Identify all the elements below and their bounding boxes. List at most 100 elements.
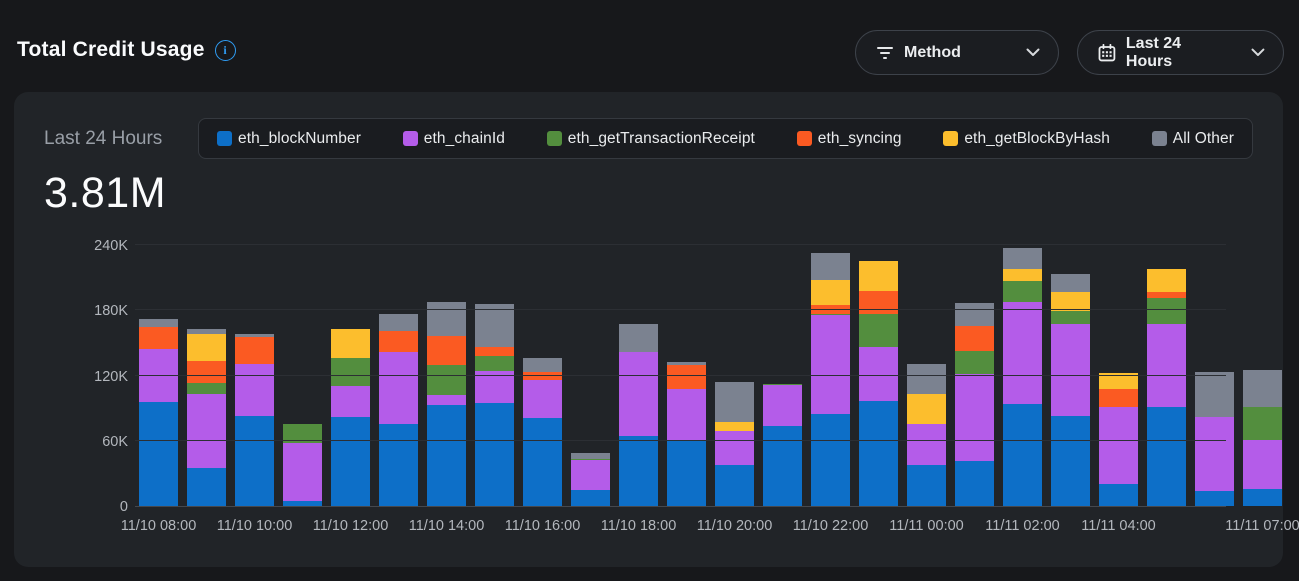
y-axis-label: 0: [119, 499, 128, 515]
method-filter-button[interactable]: Method: [855, 30, 1059, 75]
bar-segment: [427, 395, 466, 405]
bar-segment: [475, 303, 514, 348]
x-axis-label: 11/10 18:00: [600, 518, 677, 534]
bar-segment: [859, 347, 898, 401]
bar-11-10-10-00[interactable]: [235, 334, 274, 506]
bar-11-11-03-00[interactable]: [1051, 274, 1090, 506]
bar-11-10-18-00[interactable]: [619, 324, 658, 506]
y-axis-label: 60K: [102, 433, 128, 450]
bar-segment: [859, 290, 898, 314]
bar-segment: [1147, 298, 1186, 325]
legend-item-eth-syncing[interactable]: eth_syncing: [796, 130, 902, 148]
bar-segment: [379, 351, 418, 425]
bars-container: [139, 246, 1282, 506]
bar-segment: [667, 388, 706, 441]
legend-swatch: [796, 131, 812, 146]
info-icon[interactable]: i: [214, 39, 236, 61]
bar-11-10-21-00[interactable]: [763, 383, 802, 506]
filter-icon: [876, 46, 894, 59]
legend-item-eth-gettransactionreceipt[interactable]: eth_getTransactionReceipt: [546, 129, 755, 148]
bar-11-11-04-00[interactable]: [1099, 373, 1138, 506]
bar-segment: [1195, 490, 1234, 506]
bar-segment: [475, 355, 514, 372]
bar-11-10-17-00[interactable]: [571, 453, 610, 506]
bar-11-11-01-00[interactable]: [955, 302, 994, 506]
x-axis-label: 11/10 22:00: [792, 518, 869, 534]
bar-segment: [1003, 301, 1042, 404]
bar-11-10-19-00[interactable]: [667, 362, 706, 506]
bar-segment: [523, 372, 562, 380]
legend-item-all-other[interactable]: All Other: [1151, 129, 1234, 148]
bar-segment: [811, 252, 850, 280]
legend-swatch: [1151, 131, 1167, 146]
bar-11-10-11-00[interactable]: [283, 424, 322, 506]
bar-11-10-13-00[interactable]: [379, 313, 418, 506]
bar-11-10-14-00[interactable]: [427, 301, 466, 506]
bar-11-10-15-00[interactable]: [475, 303, 514, 506]
top-header: Total Credit Usage i Method Last 24 Hour…: [0, 0, 1299, 92]
legend-swatch: [546, 131, 562, 146]
method-filter-label: Method: [904, 43, 961, 61]
bar-segment: [955, 350, 994, 375]
legend-label: eth_getTransactionReceipt: [567, 129, 755, 147]
bar-segment: [571, 460, 610, 490]
bar-11-11-00-00[interactable]: [907, 363, 946, 506]
gridline: [135, 374, 1226, 376]
bar-segment: [331, 416, 370, 506]
bar-segment: [1099, 484, 1138, 506]
legend-label: eth_blockNumber: [238, 129, 361, 147]
bar-11-10-12-00[interactable]: [331, 328, 370, 506]
gridline: [135, 244, 1226, 245]
legend-item-eth-getblockbyhash[interactable]: eth_getBlockByHash: [943, 130, 1110, 148]
bar-segment: [859, 261, 898, 291]
bar-11-11-05-00[interactable]: [1147, 268, 1186, 506]
time-range-button[interactable]: Last 24 Hours: [1077, 30, 1284, 75]
bar-11-10-23-00[interactable]: [859, 261, 898, 506]
bar-segment: [907, 363, 946, 395]
x-axis-label: 11/11 00:00: [889, 518, 964, 534]
bar-segment: [331, 386, 370, 417]
bar-segment: [619, 436, 658, 506]
x-axis-label: 11/10 10:00: [216, 518, 293, 534]
bar-segment: [859, 400, 898, 506]
bar-segment: [955, 325, 994, 351]
legend-swatch: [943, 131, 959, 146]
bar-segment: [331, 328, 370, 359]
legend-item-eth-chainid[interactable]: eth_chainId: [402, 130, 505, 148]
bar-11-10-09-00[interactable]: [187, 328, 226, 506]
bar-11-11-02-00[interactable]: [1003, 248, 1042, 506]
x-axis-label: 11/10 12:00: [312, 518, 389, 534]
bar-segment: [763, 385, 802, 426]
bar-11-11-06-00[interactable]: [1195, 372, 1234, 506]
bar-segment: [811, 313, 850, 315]
chevron-down-icon: [1251, 48, 1265, 56]
credit-usage-card: Last 24 Hours eth_blockNumber eth_chainId…: [14, 92, 1299, 567]
bar-11-11-07-00[interactable]: [1243, 370, 1282, 506]
page-title: Total Credit Usage: [17, 38, 205, 61]
legend-label: All Other: [1172, 129, 1234, 147]
bar-segment: [907, 464, 946, 506]
card-top-row: Last 24 Hours eth_blockNumber eth_chainId…: [44, 118, 1253, 159]
bar-segment: [811, 314, 850, 414]
bar-segment: [523, 379, 562, 418]
plot-area: 0 60K 120K 180K 240K: [94, 238, 1282, 515]
legend-swatch: [402, 131, 418, 146]
bar-11-10-16-00[interactable]: [523, 358, 562, 506]
legend-item-eth-blocknumber[interactable]: eth_blockNumber: [217, 130, 361, 148]
bar-segment: [139, 349, 178, 402]
total-credits-value: 3.81M: [44, 169, 167, 217]
bar-11-10-22-00[interactable]: [811, 252, 850, 506]
bar-segment: [1051, 274, 1090, 292]
bar-11-10-20-00[interactable]: [715, 382, 754, 506]
time-range-label: Last 24 Hours: [1125, 34, 1182, 70]
legend-label: eth_getBlockByHash: [964, 129, 1111, 147]
bar-11-10-08-00[interactable]: [139, 318, 178, 506]
bar-segment: [427, 364, 466, 396]
bar-segment: [187, 361, 226, 384]
bar-segment: [379, 313, 418, 331]
bar-segment: [475, 347, 514, 356]
bar-segment: [1051, 415, 1090, 506]
bar-segment: [1195, 416, 1234, 491]
y-axis-label: 180K: [94, 303, 128, 320]
bar-segment: [667, 440, 706, 506]
